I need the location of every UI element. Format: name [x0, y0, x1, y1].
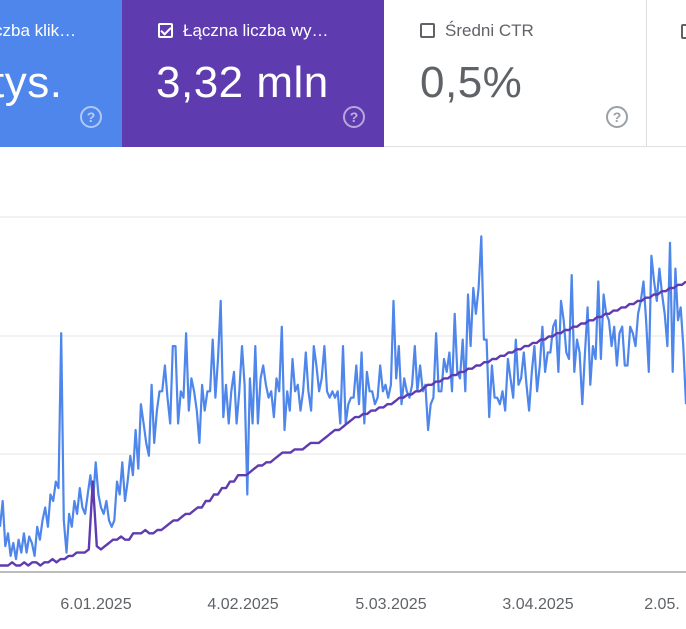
x-tick-label: 6.01.2025: [60, 596, 131, 613]
metric-ctr-label: Średni CTR: [420, 21, 534, 41]
x-axis-ticks: 6.01.2025 4.02.2025 5.03.2025 3.04.2025 2.05…: [60, 596, 679, 613]
metric-ctr-label-text: Średni CTR: [445, 21, 534, 40]
metric-card-impressions[interactable]: Łączna liczba wy… 3,32 mln ?: [122, 0, 384, 147]
help-circle-icon[interactable]: ?: [80, 106, 102, 128]
x-tick-label: 4.02.2025: [207, 596, 278, 613]
checkbox-unchecked-icon[interactable]: [420, 23, 435, 38]
checkbox-checked-icon[interactable]: [158, 23, 173, 38]
x-tick-label: 3.04.2025: [502, 596, 573, 613]
metric-impressions-label-text: Łączna liczba wy…: [183, 21, 329, 40]
metric-impressions-value: 3,32 mln: [156, 58, 329, 107]
metric-card-position[interactable]: [646, 0, 686, 147]
series-line-1: [0, 280, 686, 567]
checkbox-unchecked-icon[interactable]: [681, 24, 686, 39]
metric-ctr-value: 0,5%: [420, 58, 523, 107]
metric-cards: czba klik… tys. ? Łączna liczba wy… 3,32…: [0, 0, 686, 147]
help-circle-icon[interactable]: ?: [343, 106, 365, 128]
series-line-0: [0, 235, 686, 561]
metric-card-ctr[interactable]: Średni CTR 0,5% ?: [384, 0, 646, 147]
metric-impressions-label: Łączna liczba wy…: [158, 21, 329, 41]
x-tick-label: 5.03.2025: [355, 596, 426, 613]
metric-clicks-label: czba klik…: [0, 21, 77, 40]
chart-grid: [0, 216, 686, 573]
metric-card-clicks[interactable]: czba klik… tys. ?: [0, 0, 122, 147]
performance-chart: 6.01.2025 4.02.2025 5.03.2025 3.04.2025 2.05…: [0, 216, 686, 613]
chart-series: [0, 235, 686, 567]
metric-clicks-value: tys.: [0, 58, 63, 107]
help-circle-icon[interactable]: ?: [606, 106, 628, 128]
x-tick-label: 2.05.: [644, 596, 680, 613]
